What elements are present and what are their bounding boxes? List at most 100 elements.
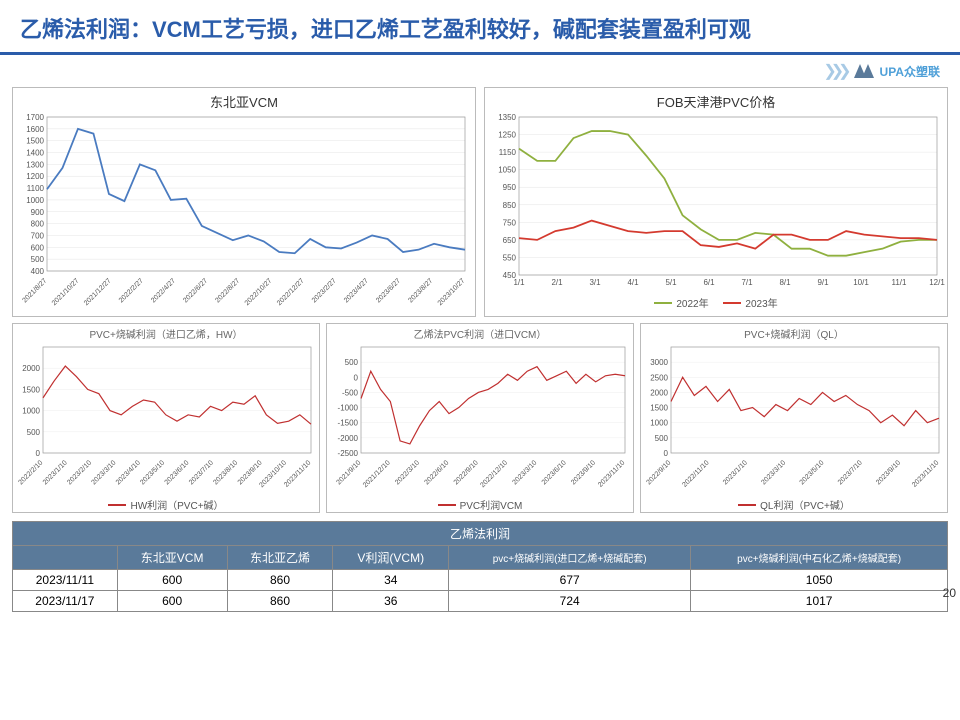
svg-text:2023/3/10: 2023/3/10 bbox=[511, 459, 538, 486]
chart5-legend: QL利润（PVC+碱） bbox=[641, 495, 947, 516]
svg-text:900: 900 bbox=[31, 208, 45, 217]
svg-text:2022/9/10: 2022/9/10 bbox=[453, 459, 480, 486]
svg-text:2022/12/27: 2022/12/27 bbox=[276, 277, 306, 307]
table-col-1: 东北亚VCM bbox=[117, 546, 227, 570]
table-cell: 600 bbox=[117, 570, 227, 591]
chart3-legend-label: HW利润（PVC+碱） bbox=[130, 497, 223, 512]
svg-text:550: 550 bbox=[503, 253, 517, 262]
svg-text:2022/3/10: 2022/3/10 bbox=[394, 459, 421, 486]
table-col-3: V利润(VCM) bbox=[333, 546, 449, 570]
svg-text:9/1: 9/1 bbox=[817, 278, 829, 287]
chart4-title: 乙烯法PVC利润（进口VCM） bbox=[327, 324, 633, 343]
svg-text:10/1: 10/1 bbox=[853, 278, 869, 287]
svg-text:-1000: -1000 bbox=[338, 404, 359, 413]
svg-text:-1500: -1500 bbox=[338, 419, 359, 428]
svg-text:6/1: 6/1 bbox=[703, 278, 715, 287]
svg-text:2022/12/10: 2022/12/10 bbox=[479, 459, 509, 489]
svg-text:4/1: 4/1 bbox=[627, 278, 639, 287]
chart3-title: PVC+烧碱利润（进口乙烯，HW） bbox=[13, 324, 319, 343]
table-header-main: 乙烯法利润 bbox=[13, 522, 948, 546]
svg-text:0: 0 bbox=[664, 449, 669, 458]
svg-text:2023/4/27: 2023/4/27 bbox=[343, 277, 370, 304]
svg-text:1/1: 1/1 bbox=[513, 278, 525, 287]
svg-text:950: 950 bbox=[503, 183, 517, 192]
svg-text:2023/1/10: 2023/1/10 bbox=[722, 459, 749, 486]
svg-text:2022/6/10: 2022/6/10 bbox=[423, 459, 450, 486]
svg-text:7/1: 7/1 bbox=[741, 278, 753, 287]
table-cell: 860 bbox=[227, 591, 333, 612]
svg-text:2000: 2000 bbox=[650, 388, 668, 397]
legend-2023: 2023年 bbox=[745, 295, 777, 310]
svg-text:2023/2/10: 2023/2/10 bbox=[66, 459, 93, 486]
table-cell: 1050 bbox=[691, 570, 948, 591]
svg-text:2022/6/27: 2022/6/27 bbox=[182, 277, 209, 304]
chart4-legend-label: PVC利润VCM bbox=[460, 497, 523, 512]
svg-text:750: 750 bbox=[503, 218, 517, 227]
table-cell: 860 bbox=[227, 570, 333, 591]
table-cell: 36 bbox=[333, 591, 449, 612]
chart5-legend-label: QL利润（PVC+碱） bbox=[760, 497, 850, 512]
table-col-5: pvc+烧碱利润(中石化乙烯+烧碱配套) bbox=[691, 546, 948, 570]
svg-text:2023/1/10: 2023/1/10 bbox=[42, 459, 69, 486]
chart-pvc-caustic-hw: PVC+烧碱利润（进口乙烯，HW） 05001000150020002022/2… bbox=[12, 323, 320, 513]
svg-text:650: 650 bbox=[503, 236, 517, 245]
logo-mark-icon bbox=[852, 62, 876, 80]
table-col-0 bbox=[13, 546, 118, 570]
svg-text:1300: 1300 bbox=[26, 160, 44, 169]
svg-text:2021/12/10: 2021/12/10 bbox=[362, 459, 392, 489]
svg-text:500: 500 bbox=[27, 428, 41, 437]
svg-text:-2500: -2500 bbox=[338, 449, 359, 458]
svg-text:850: 850 bbox=[503, 201, 517, 210]
svg-text:2021/8/27: 2021/8/27 bbox=[21, 277, 48, 304]
svg-text:2023/6/10: 2023/6/10 bbox=[164, 459, 191, 486]
svg-text:500: 500 bbox=[655, 434, 669, 443]
table-cell: 600 bbox=[117, 591, 227, 612]
table-cell: 1017 bbox=[691, 591, 948, 612]
svg-text:2023/7/10: 2023/7/10 bbox=[188, 459, 215, 486]
svg-text:500: 500 bbox=[31, 255, 45, 264]
table-row: 2023/11/17600860367241017 bbox=[13, 591, 948, 612]
chart-vcm-northeast-asia: 东北亚VCM 400500600700800900100011001200130… bbox=[12, 87, 476, 317]
svg-text:0: 0 bbox=[36, 449, 41, 458]
svg-text:2022/10/27: 2022/10/27 bbox=[244, 277, 274, 307]
svg-text:1050: 1050 bbox=[498, 166, 516, 175]
svg-text:2000: 2000 bbox=[22, 364, 40, 373]
svg-text:1100: 1100 bbox=[27, 184, 45, 193]
svg-text:2023/4/10: 2023/4/10 bbox=[115, 459, 142, 486]
svg-text:2023/6/27: 2023/6/27 bbox=[375, 277, 402, 304]
svg-text:2022/4/27: 2022/4/27 bbox=[150, 277, 177, 304]
chart2-legend: 2022年 2023年 bbox=[485, 293, 947, 314]
svg-text:11/1: 11/1 bbox=[892, 278, 908, 287]
svg-text:2023/3/10: 2023/3/10 bbox=[760, 459, 787, 486]
svg-text:2021/12/27: 2021/12/27 bbox=[83, 277, 113, 307]
chart1-title: 东北亚VCM bbox=[13, 88, 475, 113]
svg-text:1500: 1500 bbox=[22, 385, 40, 394]
legend-2022: 2022年 bbox=[676, 295, 708, 310]
svg-text:-2000: -2000 bbox=[338, 434, 359, 443]
svg-text:1000: 1000 bbox=[22, 407, 40, 416]
table-col-2: 东北亚乙烯 bbox=[227, 546, 333, 570]
table-cell: 2023/11/17 bbox=[13, 591, 118, 612]
table-cell: 724 bbox=[449, 591, 691, 612]
svg-text:2023/9/10: 2023/9/10 bbox=[875, 459, 902, 486]
svg-text:2500: 2500 bbox=[650, 373, 668, 382]
svg-text:1500: 1500 bbox=[650, 404, 668, 413]
svg-text:2023/9/10: 2023/9/10 bbox=[570, 459, 597, 486]
svg-text:1400: 1400 bbox=[26, 149, 44, 158]
svg-text:1000: 1000 bbox=[650, 419, 668, 428]
page-number: 20 bbox=[943, 586, 956, 600]
svg-text:2/1: 2/1 bbox=[551, 278, 563, 287]
svg-text:1500: 1500 bbox=[26, 137, 44, 146]
svg-text:5/1: 5/1 bbox=[665, 278, 677, 287]
svg-text:2023/6/10: 2023/6/10 bbox=[541, 459, 568, 486]
svg-text:2023/3/10: 2023/3/10 bbox=[91, 459, 118, 486]
svg-text:2023/8/27: 2023/8/27 bbox=[407, 277, 434, 304]
table-col-4: pvc+烧碱利润(进口乙烯+烧碱配套) bbox=[449, 546, 691, 570]
svg-text:2023/7/10: 2023/7/10 bbox=[837, 459, 864, 486]
profit-table: 乙烯法利润 东北亚VCM东北亚乙烯V利润(VCM)pvc+烧碱利润(进口乙烯+烧… bbox=[12, 521, 948, 612]
svg-text:2022/8/27: 2022/8/27 bbox=[214, 277, 241, 304]
svg-text:600: 600 bbox=[31, 243, 45, 252]
svg-text:2023/11/10: 2023/11/10 bbox=[911, 459, 940, 488]
svg-text:1600: 1600 bbox=[26, 125, 44, 134]
svg-text:2022/2/27: 2022/2/27 bbox=[118, 277, 145, 304]
